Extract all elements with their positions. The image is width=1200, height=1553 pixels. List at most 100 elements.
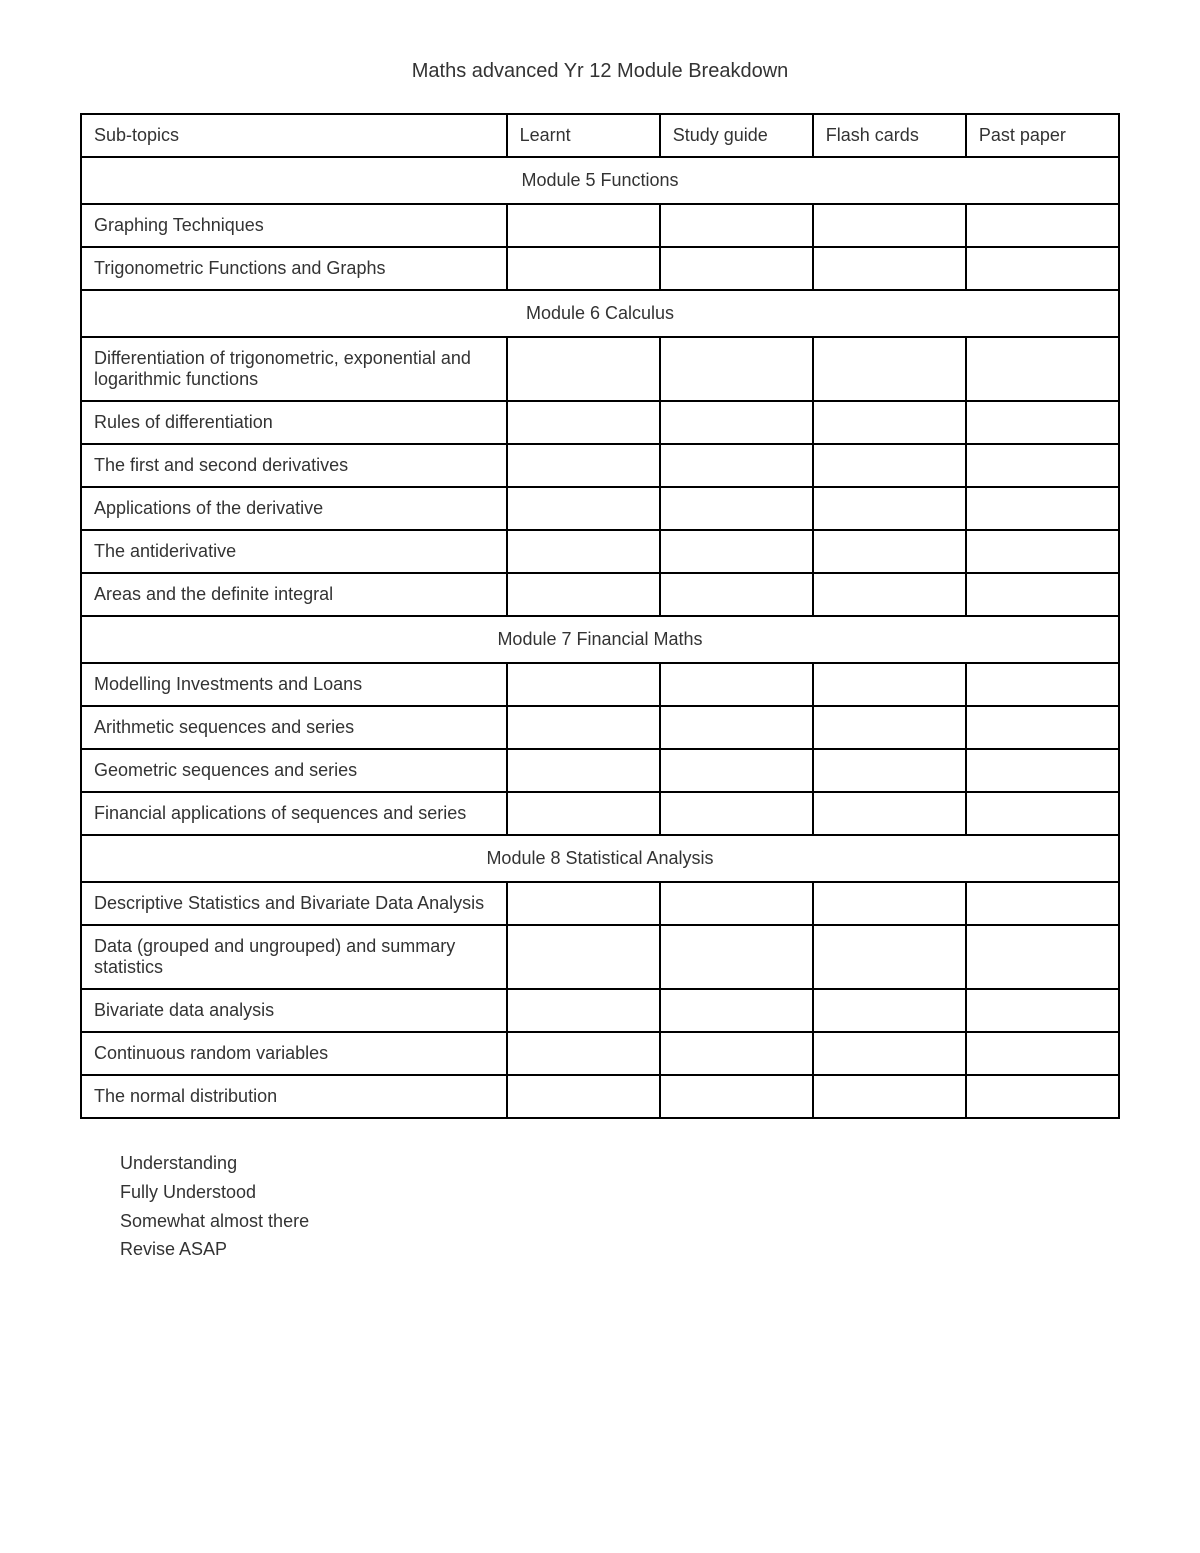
check-cell[interactable] <box>966 925 1119 989</box>
subtopic-cell: Graphing Techniques <box>81 204 507 247</box>
table-row: Descriptive Statistics and Bivariate Dat… <box>81 882 1119 925</box>
check-cell[interactable] <box>813 706 966 749</box>
check-cell[interactable] <box>813 247 966 290</box>
check-cell[interactable] <box>813 1032 966 1075</box>
module-header-cell: Module 5 Functions <box>81 157 1119 204</box>
subtopic-cell: Descriptive Statistics and Bivariate Dat… <box>81 882 507 925</box>
subtopic-cell: The first and second derivatives <box>81 444 507 487</box>
check-cell[interactable] <box>966 1075 1119 1118</box>
check-cell[interactable] <box>966 401 1119 444</box>
check-cell[interactable] <box>966 204 1119 247</box>
legend: Understanding Fully Understood Somewhat … <box>120 1149 1120 1264</box>
module-table: Sub-topics Learnt Study guide Flash card… <box>80 113 1120 1119</box>
check-cell[interactable] <box>813 663 966 706</box>
check-cell[interactable] <box>507 204 660 247</box>
check-cell[interactable] <box>813 989 966 1032</box>
check-cell[interactable] <box>660 882 813 925</box>
check-cell[interactable] <box>813 1075 966 1118</box>
subtopic-cell: Rules of differentiation <box>81 401 507 444</box>
check-cell[interactable] <box>813 749 966 792</box>
check-cell[interactable] <box>660 989 813 1032</box>
check-cell[interactable] <box>813 573 966 616</box>
subtopic-cell: Arithmetic sequences and series <box>81 706 507 749</box>
check-cell[interactable] <box>813 925 966 989</box>
column-header-past-paper: Past paper <box>966 114 1119 157</box>
check-cell[interactable] <box>966 573 1119 616</box>
check-cell[interactable] <box>813 444 966 487</box>
check-cell[interactable] <box>966 487 1119 530</box>
check-cell[interactable] <box>507 444 660 487</box>
check-cell[interactable] <box>660 247 813 290</box>
check-cell[interactable] <box>813 337 966 401</box>
check-cell[interactable] <box>660 792 813 835</box>
page-title: Maths advanced Yr 12 Module Breakdown <box>80 60 1120 83</box>
check-cell[interactable] <box>966 530 1119 573</box>
check-cell[interactable] <box>966 1032 1119 1075</box>
check-cell[interactable] <box>813 882 966 925</box>
check-cell[interactable] <box>507 487 660 530</box>
check-cell[interactable] <box>507 337 660 401</box>
table-row: Bivariate data analysis <box>81 989 1119 1032</box>
check-cell[interactable] <box>660 1032 813 1075</box>
column-header-learnt: Learnt <box>507 114 660 157</box>
check-cell[interactable] <box>660 204 813 247</box>
subtopic-cell: The normal distribution <box>81 1075 507 1118</box>
table-row: The antiderivative <box>81 530 1119 573</box>
table-row: Continuous random variables <box>81 1032 1119 1075</box>
check-cell[interactable] <box>813 792 966 835</box>
check-cell[interactable] <box>660 337 813 401</box>
check-cell[interactable] <box>966 749 1119 792</box>
subtopic-cell: The antiderivative <box>81 530 507 573</box>
check-cell[interactable] <box>660 1075 813 1118</box>
check-cell[interactable] <box>660 487 813 530</box>
check-cell[interactable] <box>966 247 1119 290</box>
check-cell[interactable] <box>813 204 966 247</box>
check-cell[interactable] <box>966 706 1119 749</box>
legend-item: Revise ASAP <box>120 1235 1120 1264</box>
legend-item: Understanding <box>120 1149 1120 1178</box>
check-cell[interactable] <box>813 401 966 444</box>
check-cell[interactable] <box>966 444 1119 487</box>
module-header-row: Module 6 Calculus <box>81 290 1119 337</box>
check-cell[interactable] <box>507 749 660 792</box>
check-cell[interactable] <box>660 573 813 616</box>
check-cell[interactable] <box>507 247 660 290</box>
check-cell[interactable] <box>507 792 660 835</box>
check-cell[interactable] <box>507 401 660 444</box>
check-cell[interactable] <box>507 882 660 925</box>
check-cell[interactable] <box>507 530 660 573</box>
check-cell[interactable] <box>966 792 1119 835</box>
table-row: Geometric sequences and series <box>81 749 1119 792</box>
table-row: Financial applications of sequences and … <box>81 792 1119 835</box>
table-header-row: Sub-topics Learnt Study guide Flash card… <box>81 114 1119 157</box>
module-header-row: Module 8 Statistical Analysis <box>81 835 1119 882</box>
check-cell[interactable] <box>507 663 660 706</box>
module-header-row: Module 7 Financial Maths <box>81 616 1119 663</box>
check-cell[interactable] <box>660 530 813 573</box>
check-cell[interactable] <box>660 706 813 749</box>
check-cell[interactable] <box>507 1032 660 1075</box>
check-cell[interactable] <box>966 882 1119 925</box>
check-cell[interactable] <box>966 663 1119 706</box>
legend-item: Somewhat almost there <box>120 1207 1120 1236</box>
check-cell[interactable] <box>813 487 966 530</box>
check-cell[interactable] <box>966 989 1119 1032</box>
check-cell[interactable] <box>660 444 813 487</box>
check-cell[interactable] <box>507 706 660 749</box>
check-cell[interactable] <box>507 573 660 616</box>
check-cell[interactable] <box>660 925 813 989</box>
check-cell[interactable] <box>507 989 660 1032</box>
check-cell[interactable] <box>660 749 813 792</box>
check-cell[interactable] <box>813 530 966 573</box>
table-row: Graphing Techniques <box>81 204 1119 247</box>
check-cell[interactable] <box>507 925 660 989</box>
check-cell[interactable] <box>507 1075 660 1118</box>
check-cell[interactable] <box>660 663 813 706</box>
module-header-cell: Module 6 Calculus <box>81 290 1119 337</box>
column-header-study-guide: Study guide <box>660 114 813 157</box>
module-header-row: Module 5 Functions <box>81 157 1119 204</box>
subtopic-cell: Applications of the derivative <box>81 487 507 530</box>
check-cell[interactable] <box>660 401 813 444</box>
check-cell[interactable] <box>966 337 1119 401</box>
subtopic-cell: Modelling Investments and Loans <box>81 663 507 706</box>
